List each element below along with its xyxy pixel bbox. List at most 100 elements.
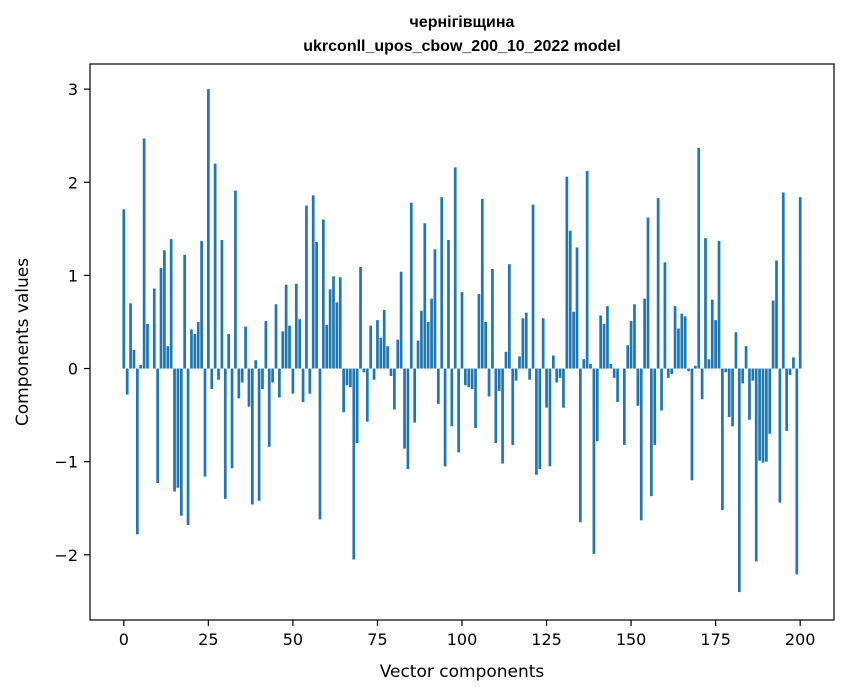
bar-38 [250,368,254,505]
bar-106 [480,199,484,369]
x-axis-ticks: 0 25 50 75 100 125 150 175 200 [119,620,816,649]
bar-86 [413,368,417,423]
bar-102 [467,368,471,388]
bar-103 [470,368,474,390]
bar-90 [426,321,430,369]
bar-91 [430,298,433,369]
bar-173 [707,359,711,369]
bar-80 [393,368,396,410]
bar-198 [792,357,795,369]
bar-125 [545,368,548,408]
bar-92 [433,249,437,369]
bar-127 [551,355,555,369]
bar-129 [558,368,562,378]
bar-54 [305,205,308,369]
bar-150 [629,321,633,369]
bar-64 [338,277,342,369]
bar-65 [342,368,345,413]
bar-154 [643,298,646,369]
x-tick-label: 100 [447,630,478,649]
bar-45 [274,304,278,369]
bar-81 [396,339,400,369]
bar-157 [653,368,657,445]
chart-title-line-1: чернігівщина [410,14,515,31]
bar-167 [687,368,690,372]
bar-22 [196,321,200,369]
bar-35 [240,368,244,383]
bar-14 [169,239,173,369]
bar-10 [156,368,159,484]
bar-11 [159,267,163,369]
bar-131 [565,176,569,369]
bar-128 [555,368,559,383]
bar-19 [186,368,190,525]
bar-76 [379,337,383,369]
bar-107 [484,321,488,369]
bar-153 [639,368,643,521]
bar-3 [132,349,136,369]
bar-169 [693,365,697,369]
bar-176 [717,240,721,369]
x-tick-label: 200 [785,630,816,649]
bar-32 [230,368,234,469]
bar-145 [612,368,616,378]
bar-113 [504,351,508,369]
x-tick-label: 75 [367,630,387,649]
bar-63 [335,302,339,369]
bar-130 [562,368,565,408]
bar-20 [190,329,193,369]
bar-175 [714,320,717,369]
bar-183 [741,368,745,384]
bar-18 [183,254,187,369]
bar-159 [660,368,663,411]
bar-151 [633,304,636,369]
y-tick-label: 1 [68,266,78,285]
bar-182 [737,368,741,593]
bar-77 [382,309,386,369]
bar-24 [203,368,207,477]
bar-146 [616,368,619,403]
y-axis-label: Components values [13,258,33,426]
bar-89 [423,223,427,369]
bar-58 [318,368,322,520]
bar-121 [531,204,535,369]
bar-57 [315,241,318,369]
bar-39 [254,360,258,369]
bar-94 [440,197,444,369]
bar-74 [372,368,376,380]
bar-124 [541,318,545,369]
bar-165 [680,313,684,369]
bar-68 [352,368,356,560]
bar-52 [298,319,302,369]
bar-31 [227,334,231,369]
bar-99 [457,368,460,453]
bar-190 [765,368,768,462]
bar-158 [656,198,660,369]
x-tick-label: 25 [198,630,218,649]
bar-117 [518,356,521,369]
x-tick-label: 175 [700,630,731,649]
bar-53 [301,368,305,403]
bar-144 [609,363,613,369]
bar-69 [355,368,359,444]
bar-59 [321,219,325,369]
bar-116 [514,368,518,381]
bar-26 [210,368,214,390]
bar-187 [754,368,758,562]
bar-4 [135,368,139,535]
bar-194 [778,368,782,503]
chart-title-line-2: ukrconll_upos_cbow_200_10_2022 model [303,38,620,55]
bar-196 [785,368,789,431]
bar-134 [575,247,579,369]
bar-109 [491,268,494,369]
bar-7 [146,323,149,369]
bar-34 [237,368,241,399]
bar-156 [650,368,653,497]
bar-180 [731,368,734,427]
bar-148 [622,368,626,445]
y-tick-label: 0 [68,360,78,379]
bar-50 [291,368,295,394]
bar-27 [213,163,217,369]
bar-2 [129,303,132,369]
